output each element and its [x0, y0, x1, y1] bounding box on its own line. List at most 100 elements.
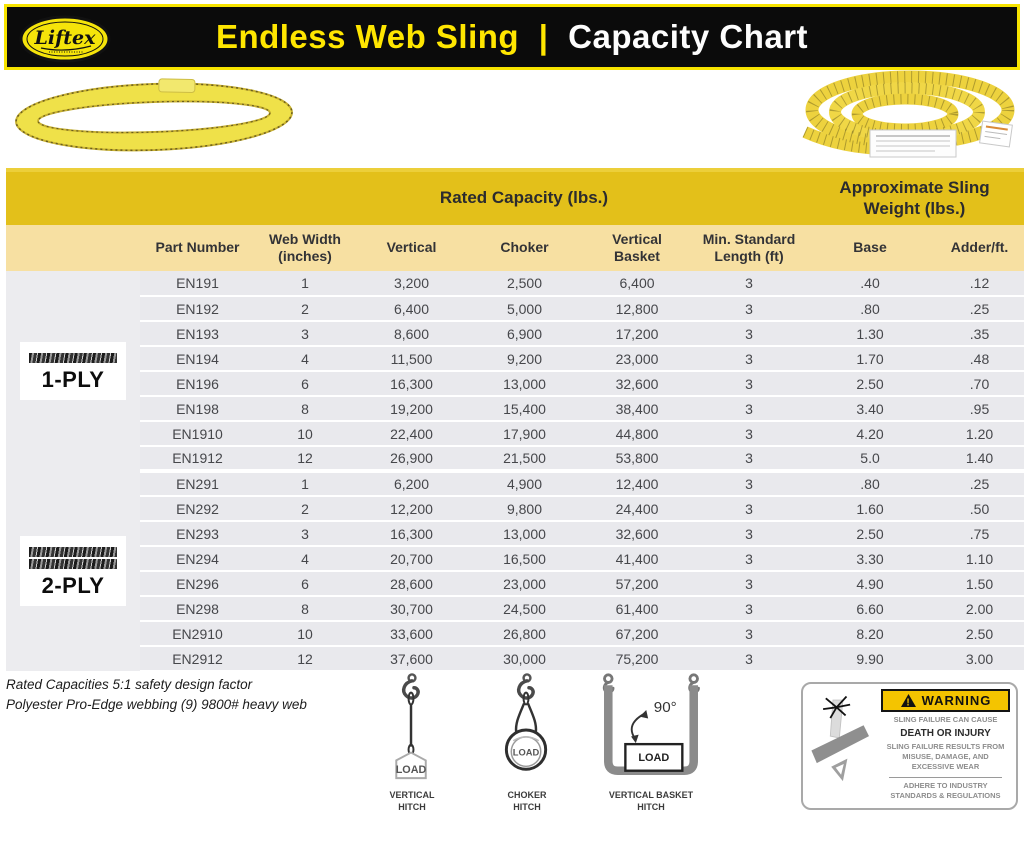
- cell-vertical: 37,600: [355, 646, 468, 672]
- cell-choker: 15,400: [468, 396, 581, 422]
- liftex-logo: Liftex: [17, 14, 113, 69]
- cell-choker: 5,000: [468, 296, 581, 322]
- footnote-safety-factor: Rated Capacities 5:1 safety design facto…: [6, 677, 253, 692]
- cell-vertical: 16,300: [355, 371, 468, 397]
- cell-base: 1.60: [805, 496, 936, 522]
- warning-results-text: SLING FAILURE RESULTS FROM MISUSE, DAMAG…: [886, 742, 1005, 772]
- coiled-sling-photo: [785, 70, 1022, 169]
- cell-min-standard-length: 3: [693, 521, 806, 547]
- cell-base: 4.90: [805, 571, 936, 597]
- cell-adder-per-ft: 2.00: [935, 596, 1024, 622]
- cell-base: 1.70: [805, 346, 936, 372]
- warning-death-text: DEATH OR INJURY: [900, 728, 991, 740]
- cell-min-standard-length: 3: [693, 346, 806, 372]
- title-bar: Liftex Endless Web Sling | Capacity Char…: [4, 4, 1020, 70]
- basket-angle-label: 90°: [654, 699, 677, 716]
- cell-base: 9.90: [805, 646, 936, 672]
- cell-part-number: EN291: [140, 471, 255, 497]
- vertical-basket-hitch-label: VERTICAL BASKET HITCH: [608, 790, 694, 812]
- table-body: 1-PLY EN191 1 3,200 2,500 6,400 3.40.12 EN192 2 6…: [6, 271, 1024, 672]
- cell-base: .80: [805, 296, 936, 322]
- cell-part-number: EN293: [140, 521, 255, 547]
- column-header-vertical-basket: Vertical Basket: [581, 225, 694, 271]
- cell-min-standard-length: 3: [693, 646, 806, 672]
- title-divider: |: [538, 18, 549, 55]
- cell-adder-per-ft: 1.10: [935, 546, 1024, 572]
- table-row: EN296 6 28,600 23,000 57,200 3 4.90 1.50: [6, 571, 1024, 597]
- warning-adhere-text: ADHERE TO INDUSTRY STANDARDS & REGULATIO…: [890, 780, 1001, 800]
- page-title: Endless Web Sling | Capacity Chart: [7, 18, 1017, 56]
- cell-vertical-basket: 24,400: [581, 496, 694, 522]
- column-header-min-standard-length: Min. Standard Length (ft): [693, 225, 806, 271]
- cell-vertical-basket: 32,600: [581, 371, 694, 397]
- cell-choker: 30,000: [468, 646, 581, 672]
- cell-adder-per-ft: 1.20: [935, 421, 1024, 447]
- cell-web-width: 3: [255, 521, 355, 547]
- cell-vertical-basket: 12,800: [581, 296, 694, 322]
- ply-badge: 1-PLY: [20, 342, 126, 400]
- warning-banner: ! WARNING: [881, 689, 1010, 712]
- cell-choker: 4,900: [468, 471, 581, 497]
- rated-capacity-header: Rated Capacity (lbs.): [355, 168, 694, 225]
- cell-vertical: 19,200: [355, 396, 468, 422]
- cell-web-width: 6: [255, 571, 355, 597]
- table-column-header-row: Part Number Web Width (inches) Vertical …: [6, 225, 1024, 271]
- cell-base: 2.50: [805, 371, 936, 397]
- cell-base: .80: [805, 471, 936, 497]
- cell-min-standard-length: 3: [693, 596, 806, 622]
- cell-choker: 9,200: [468, 346, 581, 372]
- cell-min-standard-length: 3: [693, 471, 806, 497]
- cell-web-width: 6: [255, 371, 355, 397]
- column-header-part-number: Part Number: [140, 225, 255, 271]
- cell-vertical: 30,700: [355, 596, 468, 622]
- warning-label: ! WARNING SLING FAILURE CAN CAUSE DEATH …: [801, 682, 1018, 810]
- cell-part-number: EN198: [140, 396, 255, 422]
- cell-choker: 9,800: [468, 496, 581, 522]
- vertical-basket-hitch-diagram: 90° LOAD VERTICAL BASKET HITCH: [585, 672, 717, 813]
- cell-vertical-basket: 67,200: [581, 621, 694, 647]
- cell-base: 3.40: [805, 396, 936, 422]
- cell-choker: 13,000: [468, 521, 581, 547]
- footnotes: Rated Capacities 5:1 safety design facto…: [6, 675, 307, 716]
- cell-adder-per-ft: .12: [935, 271, 1024, 297]
- cell-vertical: 28,600: [355, 571, 468, 597]
- cell-part-number: EN194: [140, 346, 255, 372]
- cell-adder-per-ft: .48: [935, 346, 1024, 372]
- webbing-strip-image: [27, 353, 119, 363]
- hitch-diagrams: LOAD VERTICAL HITCH LOAD CHOKER: [368, 672, 717, 813]
- webbing-strip-image: [27, 547, 119, 569]
- choker-hitch-label: CHOKER HITCH: [507, 790, 547, 812]
- cell-choker: 13,000: [468, 371, 581, 397]
- cell-min-standard-length: 3: [693, 621, 806, 647]
- ply-cell: 1-PLY: [6, 271, 140, 471]
- cell-web-width: 1: [255, 471, 355, 497]
- cell-vertical: 3,200: [355, 271, 468, 297]
- brand-logo-text: Liftex: [34, 27, 97, 49]
- table-row: 1-PLY EN191 1 3,200 2,500 6,400 3.40.12: [6, 271, 1024, 471]
- cell-part-number: EN192: [140, 296, 255, 322]
- cell-vertical-basket: 75,200: [581, 646, 694, 672]
- cell-base: .40: [805, 271, 936, 297]
- table-row: EN194 4 11,500 9,200 23,000 3 1.70.48: [6, 346, 1024, 372]
- cell-part-number: EN1910: [140, 421, 255, 447]
- warning-triangle-icon: !: [900, 694, 916, 708]
- cell-choker: 23,000: [468, 571, 581, 597]
- cell-vertical-basket: 12,400: [581, 471, 694, 497]
- cell-vertical-basket: 41,400: [581, 546, 694, 572]
- column-header-adder-per-ft: Adder/ft.: [935, 225, 1024, 271]
- cell-vertical-basket: 23,000: [581, 346, 694, 372]
- cell-part-number: EN292: [140, 496, 255, 522]
- cell-web-width: 4: [255, 546, 355, 572]
- column-header-choker: Choker: [468, 225, 581, 271]
- cell-min-standard-length: 3: [693, 321, 806, 347]
- table-row: EN198 8 19,200 15,400 38,400 3 3.40.95: [6, 396, 1024, 422]
- column-header-spacer: [6, 225, 140, 271]
- basket-hitch-load-label: LOAD: [638, 752, 669, 764]
- cell-adder-per-ft: 1.40: [935, 446, 1024, 473]
- cell-vertical: 33,600: [355, 621, 468, 647]
- cell-web-width: 12: [255, 446, 355, 473]
- product-photo-row: [0, 70, 1024, 168]
- table-row: 2-PLY EN291 1 6,200 4,900 12,400 3.80.25: [6, 471, 1024, 671]
- cell-web-width: 4: [255, 346, 355, 372]
- cell-base: 3.30: [805, 546, 936, 572]
